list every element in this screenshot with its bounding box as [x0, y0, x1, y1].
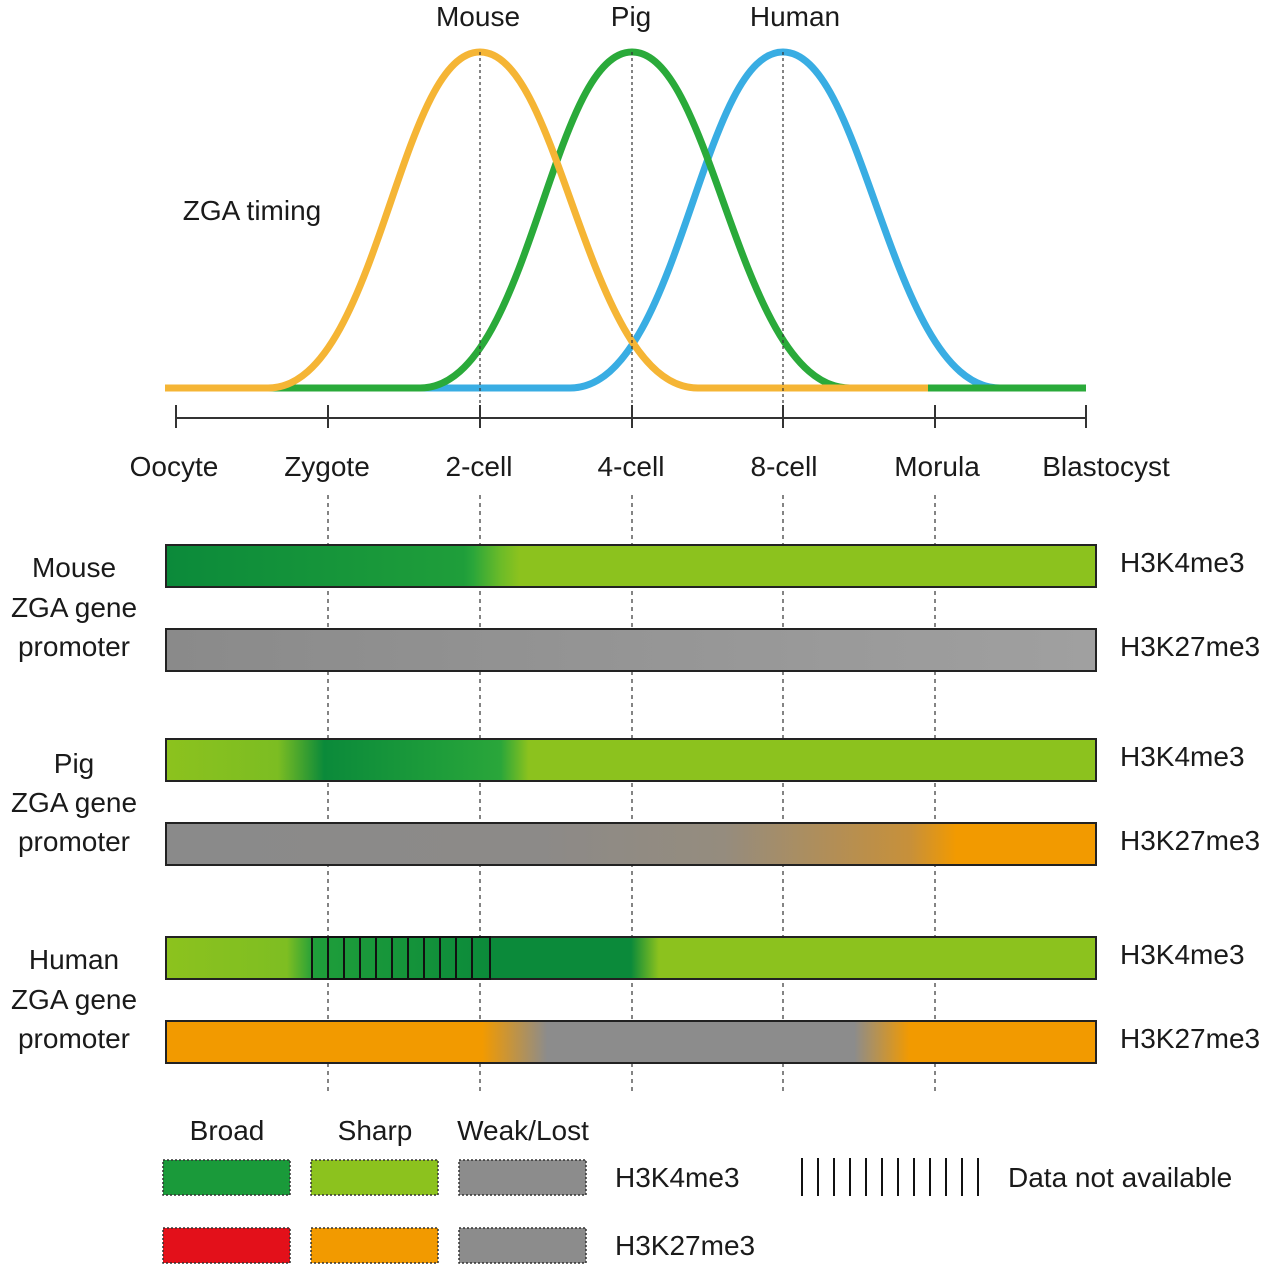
peak-guides — [479, 52, 784, 430]
svg-text:ZGA gene: ZGA gene — [11, 984, 137, 1015]
svg-text:Human: Human — [29, 944, 119, 975]
human-h3k27me3-bar — [165, 1020, 1097, 1064]
legend-header-broad: Broad — [190, 1115, 265, 1146]
human-curve — [330, 48, 1072, 392]
mouse-h3k27me3-bar — [165, 628, 1097, 672]
species-label-pig: Pig ZGA gene promoter — [11, 748, 137, 857]
legend-swatch-weak-h3k27 — [458, 1227, 587, 1264]
human-h3k4me3-bar — [165, 936, 1097, 980]
svg-text:promoter: promoter — [18, 826, 130, 857]
pig-h3k27me3-bar — [165, 822, 1097, 866]
legend-swatch-weak-h3k4 — [458, 1159, 587, 1196]
legend-row-label-h3k4: H3K4me3 — [615, 1162, 740, 1193]
stage-4-cell: 4-cell — [598, 451, 665, 482]
legend: Broad Sharp Weak/Lost H3K4me3 H3K27me3 — [162, 1115, 1232, 1264]
stage-8-cell: 8-cell — [751, 451, 818, 482]
curve-label-mouse: Mouse — [436, 1, 520, 32]
stage-zygote: Zygote — [284, 451, 370, 482]
legend-header-sharp: Sharp — [338, 1115, 413, 1146]
mark-label-human-h3k4: H3K4me3 — [1120, 939, 1245, 970]
legend-na-label: Data not available — [1008, 1162, 1232, 1193]
pig-h3k4me3-bar — [165, 738, 1097, 782]
species-label-mouse: Mouse ZGA gene promoter — [11, 552, 137, 662]
stage-axis — [175, 405, 1087, 428]
zga-timing-label: ZGA timing — [183, 195, 321, 226]
mark-label-human-h3k27: H3K27me3 — [1120, 1023, 1260, 1054]
mouse-h3k4me3-bar — [165, 544, 1097, 588]
stage-blastocyst: Blastocyst — [1042, 451, 1170, 482]
svg-text:ZGA gene: ZGA gene — [11, 592, 137, 623]
species-label-human: Human ZGA gene promoter — [11, 944, 137, 1054]
legend-swatch-broad-h3k4 — [162, 1159, 291, 1196]
legend-swatch-sharp-h3k4 — [310, 1159, 439, 1196]
svg-text:ZGA gene: ZGA gene — [11, 787, 137, 818]
mark-label-mouse-h3k27: H3K27me3 — [1120, 631, 1260, 662]
svg-text:Mouse: Mouse — [32, 552, 116, 583]
legend-swatch-sharp-h3k27 — [310, 1227, 439, 1264]
curve-label-human: Human — [750, 1, 840, 32]
mark-label-mouse-h3k4: H3K4me3 — [1120, 547, 1245, 578]
svg-text:promoter: promoter — [18, 631, 130, 662]
curve-label-pig: Pig — [611, 1, 651, 32]
stage-2-cell: 2-cell — [446, 451, 513, 482]
pig-curve — [268, 48, 1086, 392]
legend-swatch-broad-h3k27 — [162, 1227, 291, 1264]
svg-text:Pig: Pig — [54, 748, 94, 779]
stage-morula: Morula — [894, 451, 980, 482]
mark-label-pig-h3k4: H3K4me3 — [1120, 741, 1245, 772]
mark-label-pig-h3k27: H3K27me3 — [1120, 825, 1260, 856]
legend-row-label-h3k27: H3K27me3 — [615, 1230, 755, 1261]
legend-na-hatch — [801, 1158, 979, 1196]
stage-oocyte: Oocyte — [130, 451, 219, 482]
svg-text:promoter: promoter — [18, 1023, 130, 1054]
legend-header-weak: Weak/Lost — [457, 1115, 589, 1146]
stage-guides — [327, 495, 936, 1095]
human-na-hatch — [311, 936, 491, 980]
